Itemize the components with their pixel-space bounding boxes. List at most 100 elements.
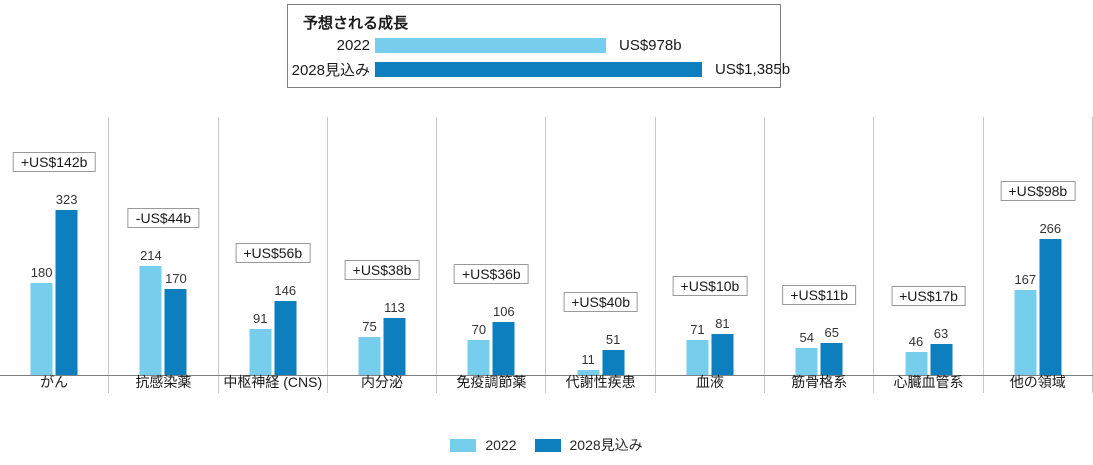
bar-value-label: 81 [715, 316, 730, 331]
bar-2022 [467, 340, 490, 376]
bar-wrap: 180 [30, 265, 53, 376]
bar-wrap: 71 [686, 322, 709, 376]
category-column-5: +US$36b 70 106 免疫調節薬 [437, 117, 547, 393]
bar-2028見込み [274, 301, 297, 376]
growth-badge: +US$17b [891, 286, 966, 306]
category-column-2: -US$44b 214 170 抗感染薬 [109, 117, 219, 393]
bar-wrap: 170 [164, 271, 187, 376]
bar-2022 [358, 337, 381, 376]
bar-2028見込み [602, 350, 625, 376]
category-label: 抗感染薬 [135, 374, 192, 390]
bar-wrap: 51 [602, 332, 625, 376]
growth-badge: +US$10b [672, 276, 748, 296]
bar-value-label: 63 [933, 326, 949, 341]
bar-wrap: 214 [139, 248, 162, 376]
summary-box: 予想される成長 2022 US$978b 2028見込み US$1,385b [287, 4, 790, 88]
bar-group: 91 146 [249, 283, 297, 376]
category-column-8: +US$11b 54 65 筋骨格系 [765, 117, 875, 393]
category-label: 他の領域 [1009, 374, 1066, 390]
bar-value-label: 106 [492, 304, 515, 319]
bar-2022 [577, 370, 600, 376]
bar-wrap: 146 [274, 283, 297, 376]
bar-value-label: 70 [471, 322, 487, 337]
legend-swatch [450, 438, 477, 452]
growth-badge: -US$44b [127, 208, 200, 228]
legend-swatch [534, 438, 561, 452]
category-label: 血液 [695, 374, 724, 390]
bar-wrap: 91 [249, 311, 272, 376]
bar-2022 [30, 283, 53, 376]
category-label: 筋骨格系 [791, 374, 848, 390]
legend-item-2022: 2022 [450, 437, 517, 453]
category-label: 代謝性疾患 [565, 374, 636, 390]
category-label: がん [40, 374, 69, 390]
bar-value-label: 180 [30, 265, 53, 280]
bar-2028見込み [164, 289, 187, 376]
bar-wrap: 106 [492, 304, 515, 376]
growth-badge: +US$38b [344, 260, 420, 280]
bar-wrap: 81 [711, 316, 734, 376]
bar-group: 167 266 [1014, 221, 1062, 376]
legend-label: 2028見込み [569, 437, 643, 453]
x-axis-line [0, 375, 1093, 376]
bar-value-label: 167 [1014, 272, 1037, 287]
summary-row: 2028見込み US$1,385b [288, 61, 790, 79]
bar-2022 [905, 352, 928, 376]
bar-wrap: 323 [55, 192, 78, 376]
bar-wrap: 63 [930, 326, 953, 376]
category-label: 心臓血管系 [893, 374, 964, 390]
plot-area: +US$142b 180 323 がん -US$44b 214 170 抗感染薬 +US$56b… [0, 117, 1093, 393]
bar-2022 [139, 266, 162, 376]
category-label: 免疫調節薬 [456, 374, 527, 390]
bar-2022 [795, 348, 818, 376]
legend-label: 2022 [485, 437, 517, 453]
bar-value-label: 170 [165, 271, 187, 286]
bar-2028見込み [492, 322, 515, 376]
bar-value-label: 113 [384, 300, 405, 315]
summary-row: 2022 US$978b [288, 37, 780, 54]
legend-item-2028見込み: 2028見込み [534, 435, 643, 455]
bar-value-label: 11 [581, 352, 595, 367]
bar-2028見込み [711, 334, 734, 376]
bar-value-label: 51 [605, 332, 621, 347]
bar-group: 75 113 [358, 300, 406, 376]
bar-group: 71 81 [686, 316, 734, 376]
bar-2028見込み [383, 318, 406, 376]
summary-row-value: US$1,385b [715, 61, 791, 78]
bar-value-label: 266 [1039, 221, 1062, 236]
category-column-1: +US$142b 180 323 がん [0, 117, 110, 393]
bar-value-label: 146 [274, 283, 297, 298]
category-label: 内分泌 [361, 374, 404, 390]
growth-badge: +US$11b [782, 285, 857, 305]
summary-row-value: US$978b [619, 37, 682, 54]
summary-bar-2028見込み [375, 62, 702, 77]
chart-legend: 2022 2028見込み [0, 435, 1093, 455]
bar-value-label: 71 [690, 322, 705, 337]
category-column-9: +US$17b 46 63 心臓血管系 [874, 117, 984, 393]
growth-badge: +US$40b [563, 292, 639, 312]
summary-row-label: 2028見込み [291, 62, 370, 79]
category-label: 中枢神経 (CNS) [223, 374, 323, 390]
bar-2028見込み [930, 344, 953, 376]
bar-wrap: 54 [795, 330, 818, 376]
bar-group: 54 65 [795, 325, 843, 376]
bar-value-label: 91 [253, 311, 268, 326]
bar-group: 70 106 [467, 304, 515, 376]
growth-badge: +US$142b [12, 152, 96, 172]
bar-2028見込み [1039, 239, 1062, 376]
bar-wrap: 46 [905, 334, 928, 376]
bar-2022 [1014, 290, 1037, 376]
bar-value-label: 214 [140, 248, 162, 263]
bar-wrap: 266 [1039, 221, 1062, 376]
bar-wrap: 11 [577, 352, 600, 376]
growth-badge: +US$36b [453, 264, 529, 284]
bar-value-label: 75 [362, 319, 377, 334]
growth-badge: +US$98b [1000, 181, 1076, 201]
summary-bar-2022 [375, 38, 606, 53]
category-column-10: +US$98b 167 266 他の領域 [984, 117, 1093, 393]
bar-group: 214 170 [139, 248, 187, 376]
bar-wrap: 167 [1014, 272, 1037, 376]
summary-title: 予想される成長 [303, 15, 409, 32]
bar-group: 180 323 [30, 192, 78, 376]
category-column-3: +US$56b 91 146 中枢神経 (CNS) [219, 117, 328, 393]
